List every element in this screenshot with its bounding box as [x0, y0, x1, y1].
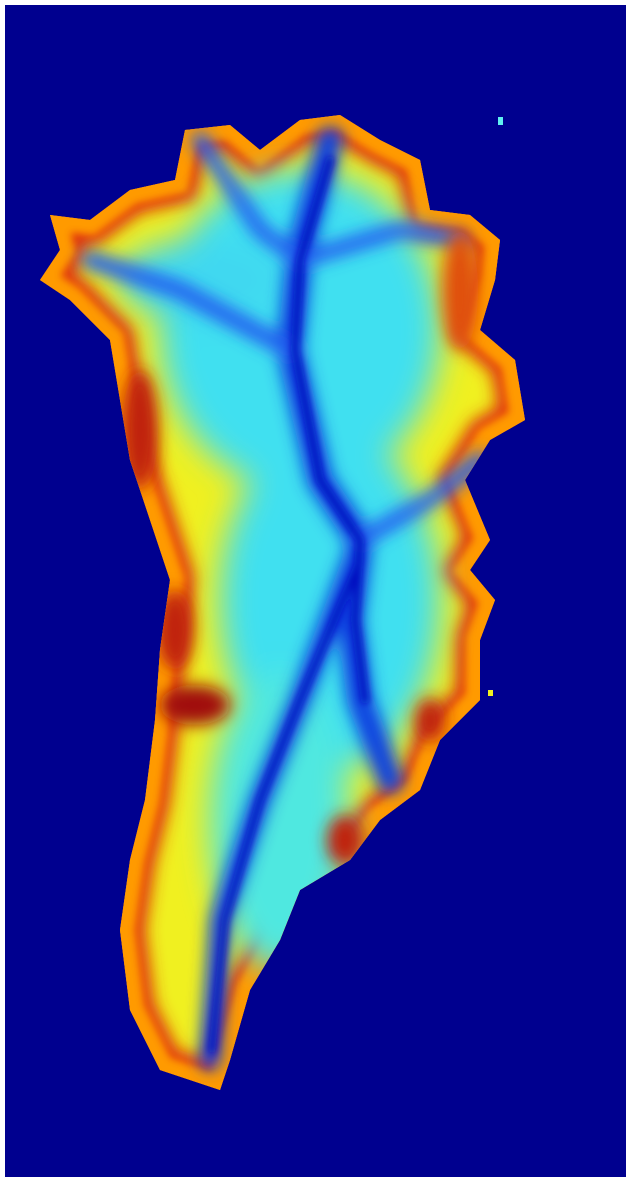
hot-spot [415, 698, 445, 742]
hot-spot [160, 685, 230, 725]
islet [498, 117, 503, 125]
map [0, 0, 631, 1182]
page [0, 0, 631, 1182]
hot-spot [442, 230, 478, 350]
islet [488, 690, 493, 696]
